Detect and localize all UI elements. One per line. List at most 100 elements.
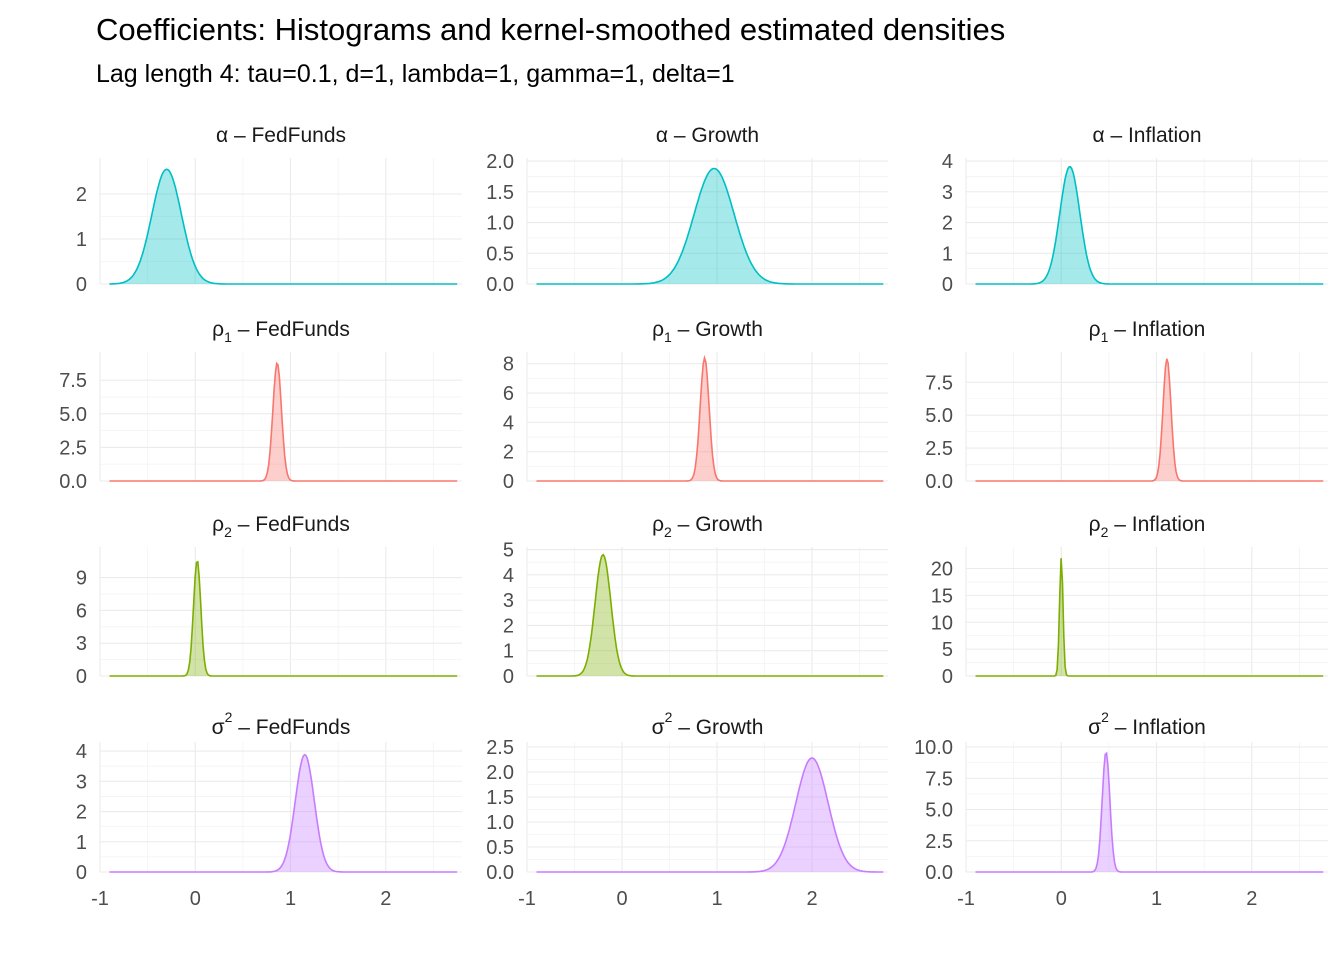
density-area: [536, 168, 884, 284]
y-tick-label: 3: [76, 771, 87, 793]
facet-strip-label: ρ2 – Growth: [652, 513, 763, 540]
y-tick-label: 6: [76, 600, 87, 622]
density-line: [109, 361, 458, 482]
y-tick-label: 4: [942, 151, 953, 173]
density-line: [536, 757, 884, 873]
density-line: [109, 168, 458, 285]
y-tick-label: 1: [76, 832, 87, 854]
y-tick-label: 2: [503, 615, 514, 637]
density-area: [109, 169, 458, 284]
y-tick-label: 0.0: [486, 274, 514, 296]
y-tick-label: 20: [931, 559, 953, 581]
y-tick-label: 1: [503, 641, 514, 663]
y-tick-label: 0.0: [59, 471, 87, 493]
x-tick-label: 0: [616, 888, 627, 910]
x-tick-label: 1: [285, 888, 296, 910]
density-area: [109, 363, 458, 481]
density-area: [109, 561, 458, 676]
x-tick-label: -1: [91, 888, 109, 910]
density-area: [975, 558, 1324, 676]
facet-panel-rho1-Growth: 0 2 4 6 8 ρ1 – Growth: [503, 318, 888, 493]
y-tick-label: 2: [76, 184, 87, 206]
facet-panel-alpha-Inflation: 0 1 2 3 4 α – Inflation: [942, 124, 1328, 296]
y-tick-label: 0.5: [486, 243, 514, 265]
density-area: [109, 754, 458, 872]
y-tick-label: 5.0: [925, 800, 953, 822]
chart-title: Coefficients: Histograms and kernel-smoo…: [96, 12, 1006, 47]
density-area: [536, 554, 884, 676]
facet-strip-label: α – Growth: [656, 124, 759, 147]
density-line: [536, 354, 884, 482]
y-tick-label: 2: [942, 213, 953, 235]
density-line: [536, 167, 884, 285]
x-tick-label: -1: [957, 888, 975, 910]
y-tick-label: 5.0: [925, 405, 953, 427]
y-tick-label: 3: [942, 182, 953, 204]
y-tick-label: 1: [76, 229, 87, 251]
y-tick-label: 5: [942, 639, 953, 661]
density-line: [975, 751, 1324, 873]
x-tick-label: 2: [380, 888, 391, 910]
density-line: [975, 165, 1324, 285]
y-tick-label: 5.0: [59, 404, 87, 426]
y-tick-label: 0.0: [925, 862, 953, 884]
facet-strip-label: ρ1 – FedFunds: [212, 318, 350, 345]
y-tick-label: 1.0: [486, 213, 514, 235]
x-tick-label: 0: [190, 888, 201, 910]
density-area: [975, 166, 1324, 284]
x-tick-label: 2: [1246, 888, 1257, 910]
facet-panel-rho1-Inflation: 0.0 2.5 5.0 7.5 ρ1 – Inflation: [925, 318, 1328, 493]
density-line: [975, 358, 1324, 482]
x-tick-label: 2: [806, 888, 817, 910]
y-tick-label: 3: [76, 633, 87, 655]
y-tick-label: 1.5: [486, 182, 514, 204]
facet-panel-alpha-FedFunds: 0 1 2 α – FedFunds: [76, 124, 462, 296]
y-tick-label: 2.5: [59, 437, 87, 459]
density-line: [109, 560, 458, 677]
density-line: [536, 553, 884, 677]
y-tick-label: 0.0: [486, 862, 514, 884]
facet-panel-rho1-FedFunds: 0.0 2.5 5.0 7.5 ρ1 – FedFunds: [59, 318, 462, 493]
y-tick-label: 6: [503, 383, 514, 405]
facet-panel-rho2-FedFunds: 0 3 6 9 ρ2 – FedFunds: [76, 513, 462, 688]
facet-strip-label: σ2 – Growth: [652, 709, 764, 739]
y-tick-label: 3: [503, 590, 514, 612]
facet-strip-label: ρ2 – FedFunds: [212, 513, 350, 540]
y-tick-label: 2.5: [486, 737, 514, 759]
y-tick-label: 0: [503, 666, 514, 688]
y-tick-label: 9: [76, 568, 87, 590]
y-tick-label: 0.0: [925, 471, 953, 493]
y-tick-label: 4: [503, 412, 514, 434]
x-tick-label: -1: [518, 888, 536, 910]
y-tick-label: 2: [76, 802, 87, 824]
y-tick-label: 0: [76, 666, 87, 688]
y-tick-label: 10.0: [914, 737, 953, 759]
facet-panel-rho2-Growth: 0 1 2 3 4 5 ρ2 – Growth: [503, 513, 888, 688]
density-line: [975, 558, 1324, 677]
facet-strip-label: σ2 – Inflation: [1088, 709, 1206, 739]
y-tick-label: 0: [942, 666, 953, 688]
facet-strip-label: ρ1 – Inflation: [1089, 318, 1206, 345]
facet-strip-label: α – FedFunds: [216, 124, 346, 147]
y-tick-label: 2: [503, 442, 514, 464]
facet-panel-rho2-Inflation: 0 5 10 15 20 ρ2 – Inflation: [931, 513, 1328, 688]
y-tick-label: 4: [503, 565, 514, 587]
facet-strip-label: σ2 – FedFunds: [212, 709, 351, 739]
y-tick-label: 10: [931, 612, 953, 634]
y-tick-label: 8: [503, 354, 514, 376]
density-area: [975, 358, 1324, 481]
facet-panel-sigma2-Inflation: 0.0 2.5 5.0 7.5 10.0 -1 0 1 2 σ2 – Inflation: [914, 709, 1328, 910]
y-tick-label: 1: [942, 243, 953, 265]
y-tick-label: 4: [76, 741, 87, 763]
y-tick-label: 2.0: [486, 762, 514, 784]
facet-panel-alpha-Growth: 0.0 0.5 1.0 1.5 2.0 α – Growth: [486, 124, 888, 296]
y-tick-label: 15: [931, 585, 953, 607]
y-tick-label: 7.5: [925, 372, 953, 394]
facet-strip-label: ρ2 – Inflation: [1089, 513, 1206, 540]
y-tick-label: 0: [76, 274, 87, 296]
y-tick-label: 5: [503, 540, 514, 562]
y-tick-label: 0.5: [486, 837, 514, 859]
y-tick-label: 1.0: [486, 812, 514, 834]
